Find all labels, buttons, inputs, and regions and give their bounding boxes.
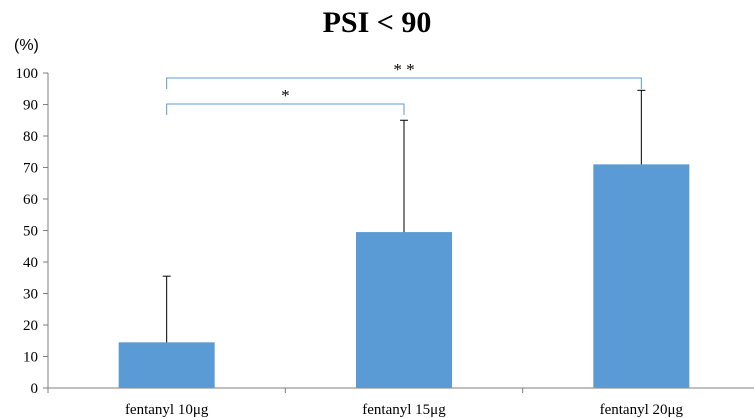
x-category-label: fentanyl 15μg bbox=[362, 402, 446, 418]
y-tick-label: 50 bbox=[23, 224, 38, 240]
x-category-label: fentanyl 20μg bbox=[600, 402, 684, 418]
significance-bracket bbox=[166, 77, 642, 89]
bar bbox=[593, 164, 690, 388]
y-axis-unit-label: (%) bbox=[14, 37, 39, 54]
bar bbox=[356, 232, 452, 388]
significance-label: * * bbox=[393, 60, 414, 79]
y-tick-label: 10 bbox=[23, 350, 38, 366]
y-tick-label: 80 bbox=[23, 129, 38, 145]
y-tick-label: 60 bbox=[23, 192, 38, 208]
chart-title: PSI < 90 bbox=[322, 6, 432, 39]
y-tick-label: 20 bbox=[23, 318, 38, 334]
bar bbox=[118, 342, 215, 388]
x-category-label: fentanyl 10μg bbox=[125, 402, 209, 418]
significance-label: * bbox=[281, 86, 290, 105]
y-tick-label: 0 bbox=[31, 381, 39, 397]
y-tick-label: 70 bbox=[23, 161, 38, 177]
y-tick-label: 90 bbox=[23, 98, 38, 114]
y-tick-label: 40 bbox=[23, 255, 38, 271]
y-tick-label: 30 bbox=[23, 287, 38, 303]
significance-bracket bbox=[166, 103, 405, 115]
y-tick-label: 100 bbox=[16, 66, 39, 82]
